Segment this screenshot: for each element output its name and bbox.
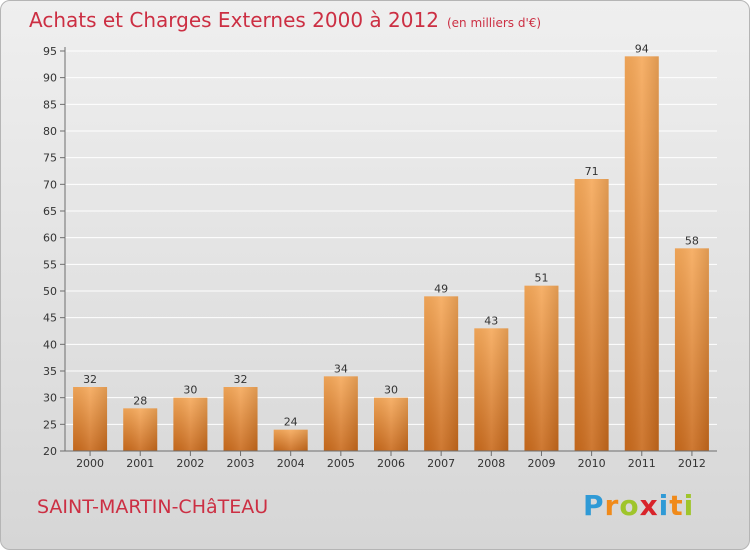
bar-shade xyxy=(374,397,408,451)
x-tick-label: 2010 xyxy=(578,457,606,470)
commune-name: SAINT-MARTIN-CHâTEAU xyxy=(37,496,269,518)
logo-letter: P xyxy=(583,489,605,522)
x-tick-label: 2006 xyxy=(377,457,405,470)
bar-shade xyxy=(474,328,509,451)
y-tick-label: 40 xyxy=(43,338,57,351)
data-label: 71 xyxy=(585,165,599,178)
data-label: 32 xyxy=(234,373,248,386)
data-label: 49 xyxy=(434,282,448,295)
x-tick-label: 2011 xyxy=(628,457,656,470)
chart-title: Achats et Charges Externes 2000 à 2012 (e… xyxy=(29,8,541,32)
logo-letter: x xyxy=(639,489,659,522)
y-tick-label: 45 xyxy=(43,312,57,325)
logo-letter: i xyxy=(658,489,670,522)
bar-shade xyxy=(73,387,108,451)
y-tick-label: 25 xyxy=(43,418,57,431)
y-tick-label: 65 xyxy=(43,205,57,218)
y-tick-label: 60 xyxy=(43,232,57,245)
data-label: 24 xyxy=(284,416,298,429)
x-tick-label: 2008 xyxy=(477,457,505,470)
axes: 20 25 30 35 40 45 50 55 60 65 70 75 80 85 90 95 2000 2001… xyxy=(43,45,717,470)
bar-shade xyxy=(173,397,208,451)
x-tick-label: 2003 xyxy=(227,457,255,470)
x-tick-label: 2000 xyxy=(76,457,104,470)
y-tick-label: 20 xyxy=(43,445,57,458)
logo-letter: r xyxy=(604,489,620,522)
bar-shade xyxy=(273,429,308,451)
x-tick-label: 2001 xyxy=(126,457,154,470)
y-tick-label: 30 xyxy=(43,392,57,405)
x-tick-label: 2002 xyxy=(176,457,204,470)
bar-shade xyxy=(624,56,659,451)
y-tick-label: 90 xyxy=(43,72,57,85)
bars: 32 28 30 32 24 34 30 49 43 51 71 94 58 xyxy=(73,42,709,451)
bar-shade xyxy=(674,248,709,451)
chart-title-text: Achats et Charges Externes 2000 à 2012 xyxy=(29,8,439,32)
data-label: 58 xyxy=(685,234,699,247)
bar-shade xyxy=(123,408,158,451)
x-tick-label: 2005 xyxy=(327,457,355,470)
x-tick-label: 2007 xyxy=(427,457,455,470)
y-tick-label: 55 xyxy=(43,258,57,271)
data-label: 51 xyxy=(534,272,548,285)
data-label: 30 xyxy=(183,384,197,397)
x-tick-label: 2012 xyxy=(678,457,706,470)
data-label: 43 xyxy=(484,314,498,327)
proxiti-logo: Proxiti xyxy=(583,489,694,522)
logo-letter: o xyxy=(619,489,640,522)
bar-shade xyxy=(524,285,559,451)
y-tick-label: 85 xyxy=(43,98,57,111)
y-tick-label: 70 xyxy=(43,178,57,191)
data-label: 34 xyxy=(334,362,348,375)
data-label: 30 xyxy=(384,384,398,397)
chart-subtitle: (en milliers d'€) xyxy=(446,16,542,30)
data-label: 32 xyxy=(83,373,97,386)
y-tick-label: 35 xyxy=(43,365,57,378)
bar-shade xyxy=(323,376,358,451)
y-tick-label: 75 xyxy=(43,152,57,165)
x-tick-label: 2009 xyxy=(527,457,555,470)
data-label: 28 xyxy=(133,394,147,407)
x-tick-label: 2004 xyxy=(277,457,305,470)
data-label: 94 xyxy=(635,42,649,55)
bar-shade xyxy=(223,387,258,451)
y-tick-label: 95 xyxy=(43,45,57,58)
bar-shade xyxy=(424,296,459,451)
logo-letter: i xyxy=(683,489,695,522)
logo-letter: t xyxy=(669,489,684,522)
y-tick-label: 50 xyxy=(43,285,57,298)
bar-shade xyxy=(574,179,609,451)
y-tick-label: 80 xyxy=(43,125,57,138)
